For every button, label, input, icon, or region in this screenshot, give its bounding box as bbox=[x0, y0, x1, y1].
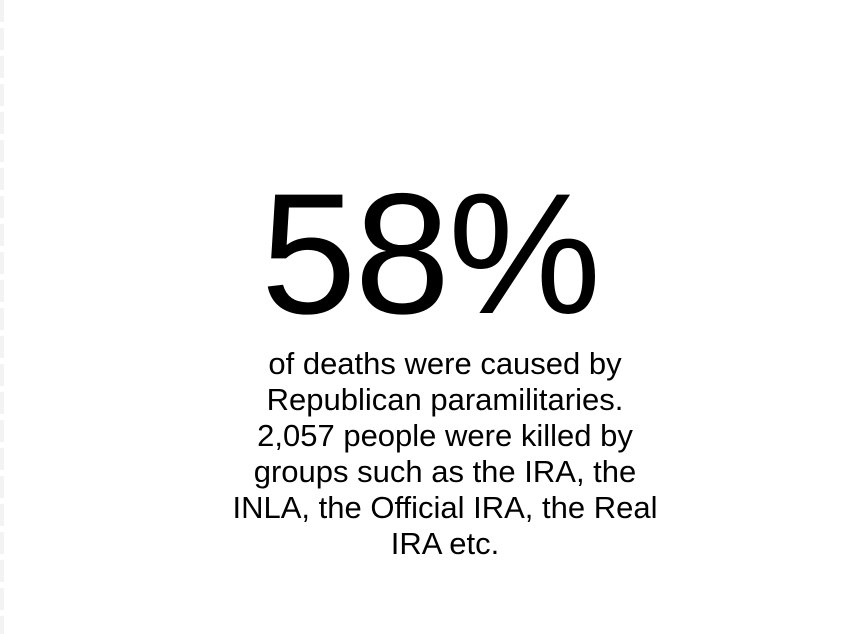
statistic-description: of deaths were caused by Republican para… bbox=[190, 346, 700, 562]
statistic-value: 58% bbox=[260, 158, 601, 350]
description-line: groups such as the IRA, the bbox=[253, 454, 637, 489]
left-edge-decoration bbox=[0, 0, 4, 634]
description-line: Republican paramilitaries. bbox=[266, 382, 624, 417]
description-line: 2,057 people were killed by bbox=[257, 418, 633, 453]
description-line: INLA, the Official IRA, the Real bbox=[232, 490, 658, 525]
description-line: of deaths were caused by bbox=[268, 346, 622, 381]
description-line: IRA etc. bbox=[390, 526, 500, 561]
